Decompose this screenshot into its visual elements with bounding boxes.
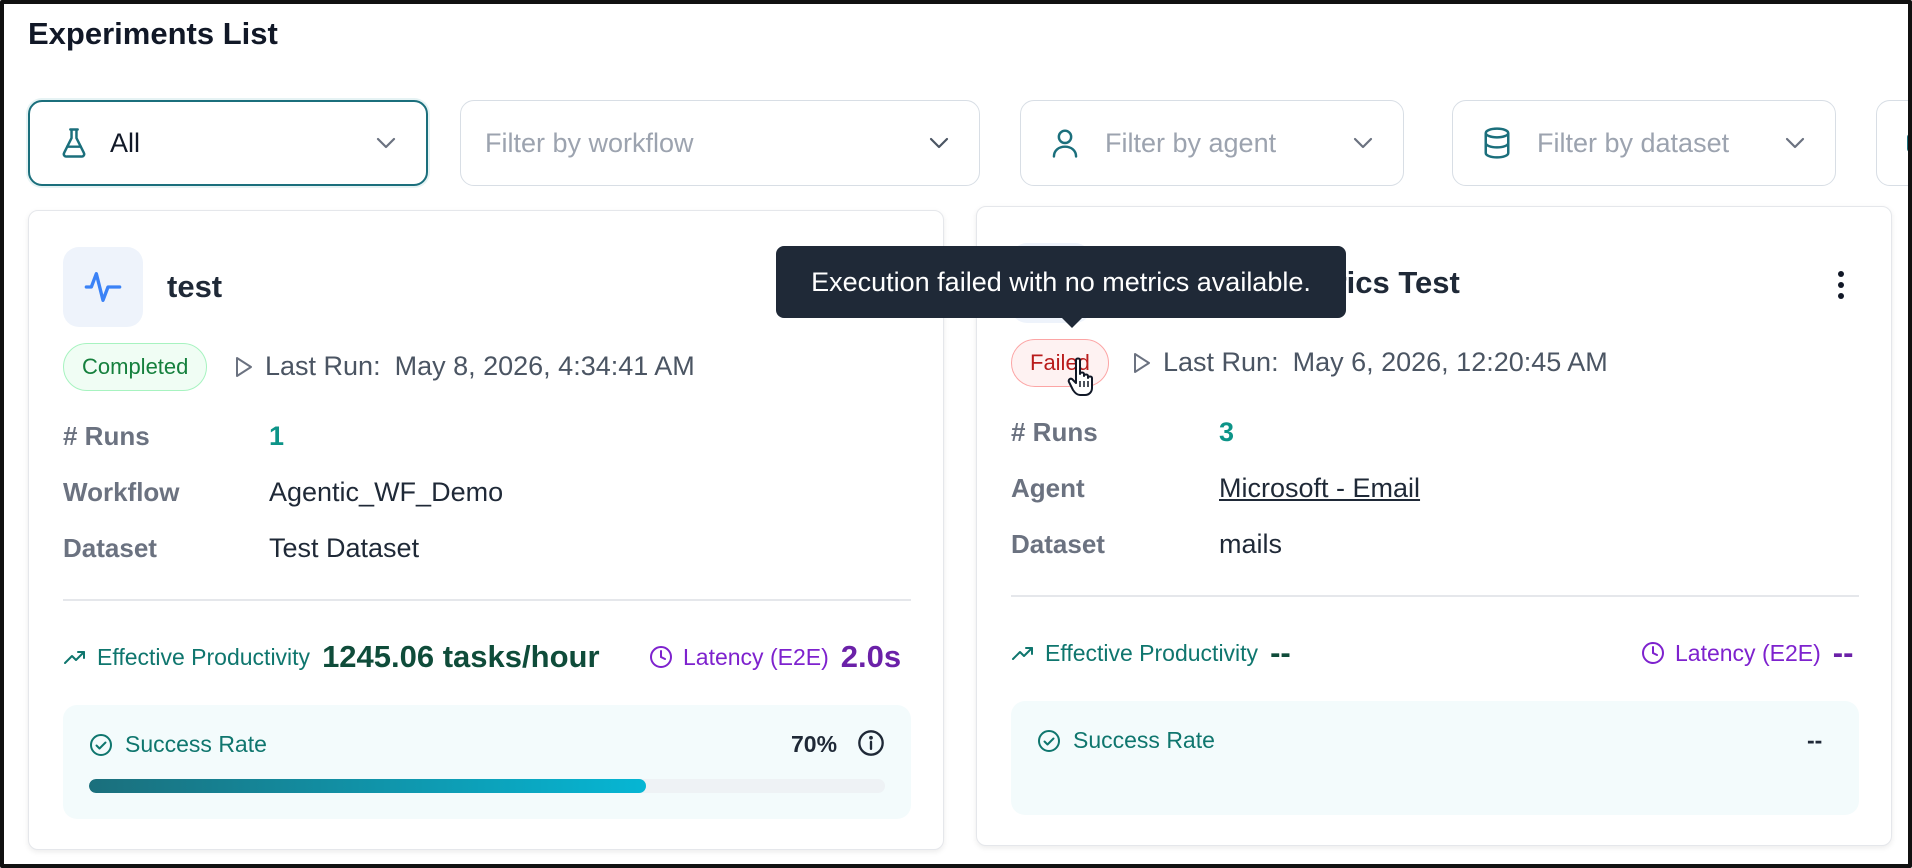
agent-label: Agent xyxy=(1011,473,1085,503)
success-rate-panel: Success Rate 70% xyxy=(63,705,911,819)
dataset-filter-placeholder: Filter by dataset xyxy=(1537,127,1730,158)
last-run: Last Run: May 8, 2026, 4:34:41 AM xyxy=(233,351,695,382)
runs-label: # Runs xyxy=(63,421,150,451)
user-icon xyxy=(1045,123,1085,163)
productivity-value: -- xyxy=(1270,635,1291,670)
last-run: Last Run: May 6, 2026, 12:20:45 AM xyxy=(1131,347,1608,378)
database-icon xyxy=(1477,123,1517,163)
effective-productivity: Effective Productivity 1245.06 tasks/hou… xyxy=(63,639,600,675)
agent-filter-placeholder: Filter by agent xyxy=(1105,127,1277,158)
success-rate-bar xyxy=(89,779,885,793)
success-rate-label-group: Success Rate xyxy=(1037,727,1215,754)
productivity-label: Effective Productivity xyxy=(1045,639,1259,666)
page-title: Experiments List xyxy=(28,16,278,51)
more-filter-dropdown[interactable] xyxy=(1876,100,1912,186)
chevron-down-icon xyxy=(1781,129,1809,157)
experiment-name[interactable]: test xyxy=(167,269,223,304)
latency: Latency (E2E) -- xyxy=(1641,635,1853,671)
productivity-label: Effective Productivity xyxy=(97,643,311,670)
dataset-label: Dataset xyxy=(1011,529,1105,559)
failure-tooltip: Execution failed with no metrics availab… xyxy=(776,246,1346,328)
check-circle-icon xyxy=(90,733,112,756)
trending-up-icon xyxy=(1012,647,1033,660)
runs-label: # Runs xyxy=(1011,417,1098,447)
divider xyxy=(63,599,911,601)
chevron-down-icon xyxy=(372,129,400,157)
latency-value: 2.0s xyxy=(840,639,902,674)
status-badge: Completed xyxy=(63,343,208,391)
workflow-label: Workflow xyxy=(63,477,180,507)
trending-up-icon xyxy=(64,651,85,664)
success-rate-label: Success Rate xyxy=(1073,727,1215,753)
clock-icon xyxy=(650,646,672,668)
latency: Latency (E2E) 2.0s xyxy=(649,639,901,675)
dataset-filter-dropdown[interactable]: Filter by dataset xyxy=(1452,100,1836,186)
success-rate-label: Success Rate xyxy=(125,731,267,757)
hand-cursor-icon xyxy=(1066,356,1100,401)
dataset-value: mails xyxy=(1219,529,1283,559)
success-rate-panel: Success Rate -- xyxy=(1011,701,1859,815)
status-filter-dropdown[interactable]: All xyxy=(28,100,428,186)
check-circle-icon xyxy=(1038,729,1060,752)
workflow-filter-placeholder: Filter by workflow xyxy=(485,127,694,158)
play-icon xyxy=(233,355,255,379)
status-filter-value: All xyxy=(110,127,141,158)
agent-filter-dropdown[interactable]: Filter by agent xyxy=(1020,100,1404,186)
workflow-filter-dropdown[interactable]: Filter by workflow xyxy=(460,100,980,186)
runs-count: 1 xyxy=(269,421,285,451)
last-run-value: May 8, 2026, 4:34:41 AM xyxy=(394,351,695,381)
latency-value: -- xyxy=(1832,635,1854,670)
clock-icon xyxy=(1642,642,1664,664)
play-icon xyxy=(1131,351,1153,375)
success-rate-value: 70% xyxy=(791,731,838,757)
agent-link[interactable]: Microsoft - Email xyxy=(1219,473,1421,503)
flask-icon xyxy=(54,123,94,163)
filter-icon xyxy=(1897,123,1912,163)
workflow-value: Agentic_WF_Demo xyxy=(269,477,504,507)
last-run-label: Last Run: xyxy=(265,351,381,381)
success-rate-bar-fill xyxy=(89,779,647,793)
experiment-card-metrics-test[interactable]: etrics Test Failed Last Run: May 6, 2026… xyxy=(976,206,1892,846)
experiment-card-test[interactable]: test Completed Last Run: May 8, 2026, 4:… xyxy=(28,210,944,850)
success-rate-value: -- xyxy=(1807,727,1823,753)
info-icon[interactable] xyxy=(857,729,885,762)
success-rate-label-group: Success Rate xyxy=(89,731,267,758)
chevron-down-icon xyxy=(1349,129,1377,157)
dataset-value: Test Dataset xyxy=(269,533,420,563)
latency-label: Latency (E2E) xyxy=(683,643,829,670)
divider xyxy=(1011,595,1859,597)
productivity-value: 1245.06 tasks/hour xyxy=(322,639,600,674)
activity-icon xyxy=(63,247,143,327)
last-run-value: May 6, 2026, 12:20:45 AM xyxy=(1292,347,1608,377)
dataset-label: Dataset xyxy=(63,533,157,563)
chevron-down-icon xyxy=(925,129,953,157)
last-run-label: Last Run: xyxy=(1163,347,1279,377)
effective-productivity: Effective Productivity -- xyxy=(1011,635,1291,671)
more-options-icon[interactable] xyxy=(1831,267,1851,303)
latency-label: Latency (E2E) xyxy=(1675,639,1821,666)
runs-count: 3 xyxy=(1219,417,1235,447)
